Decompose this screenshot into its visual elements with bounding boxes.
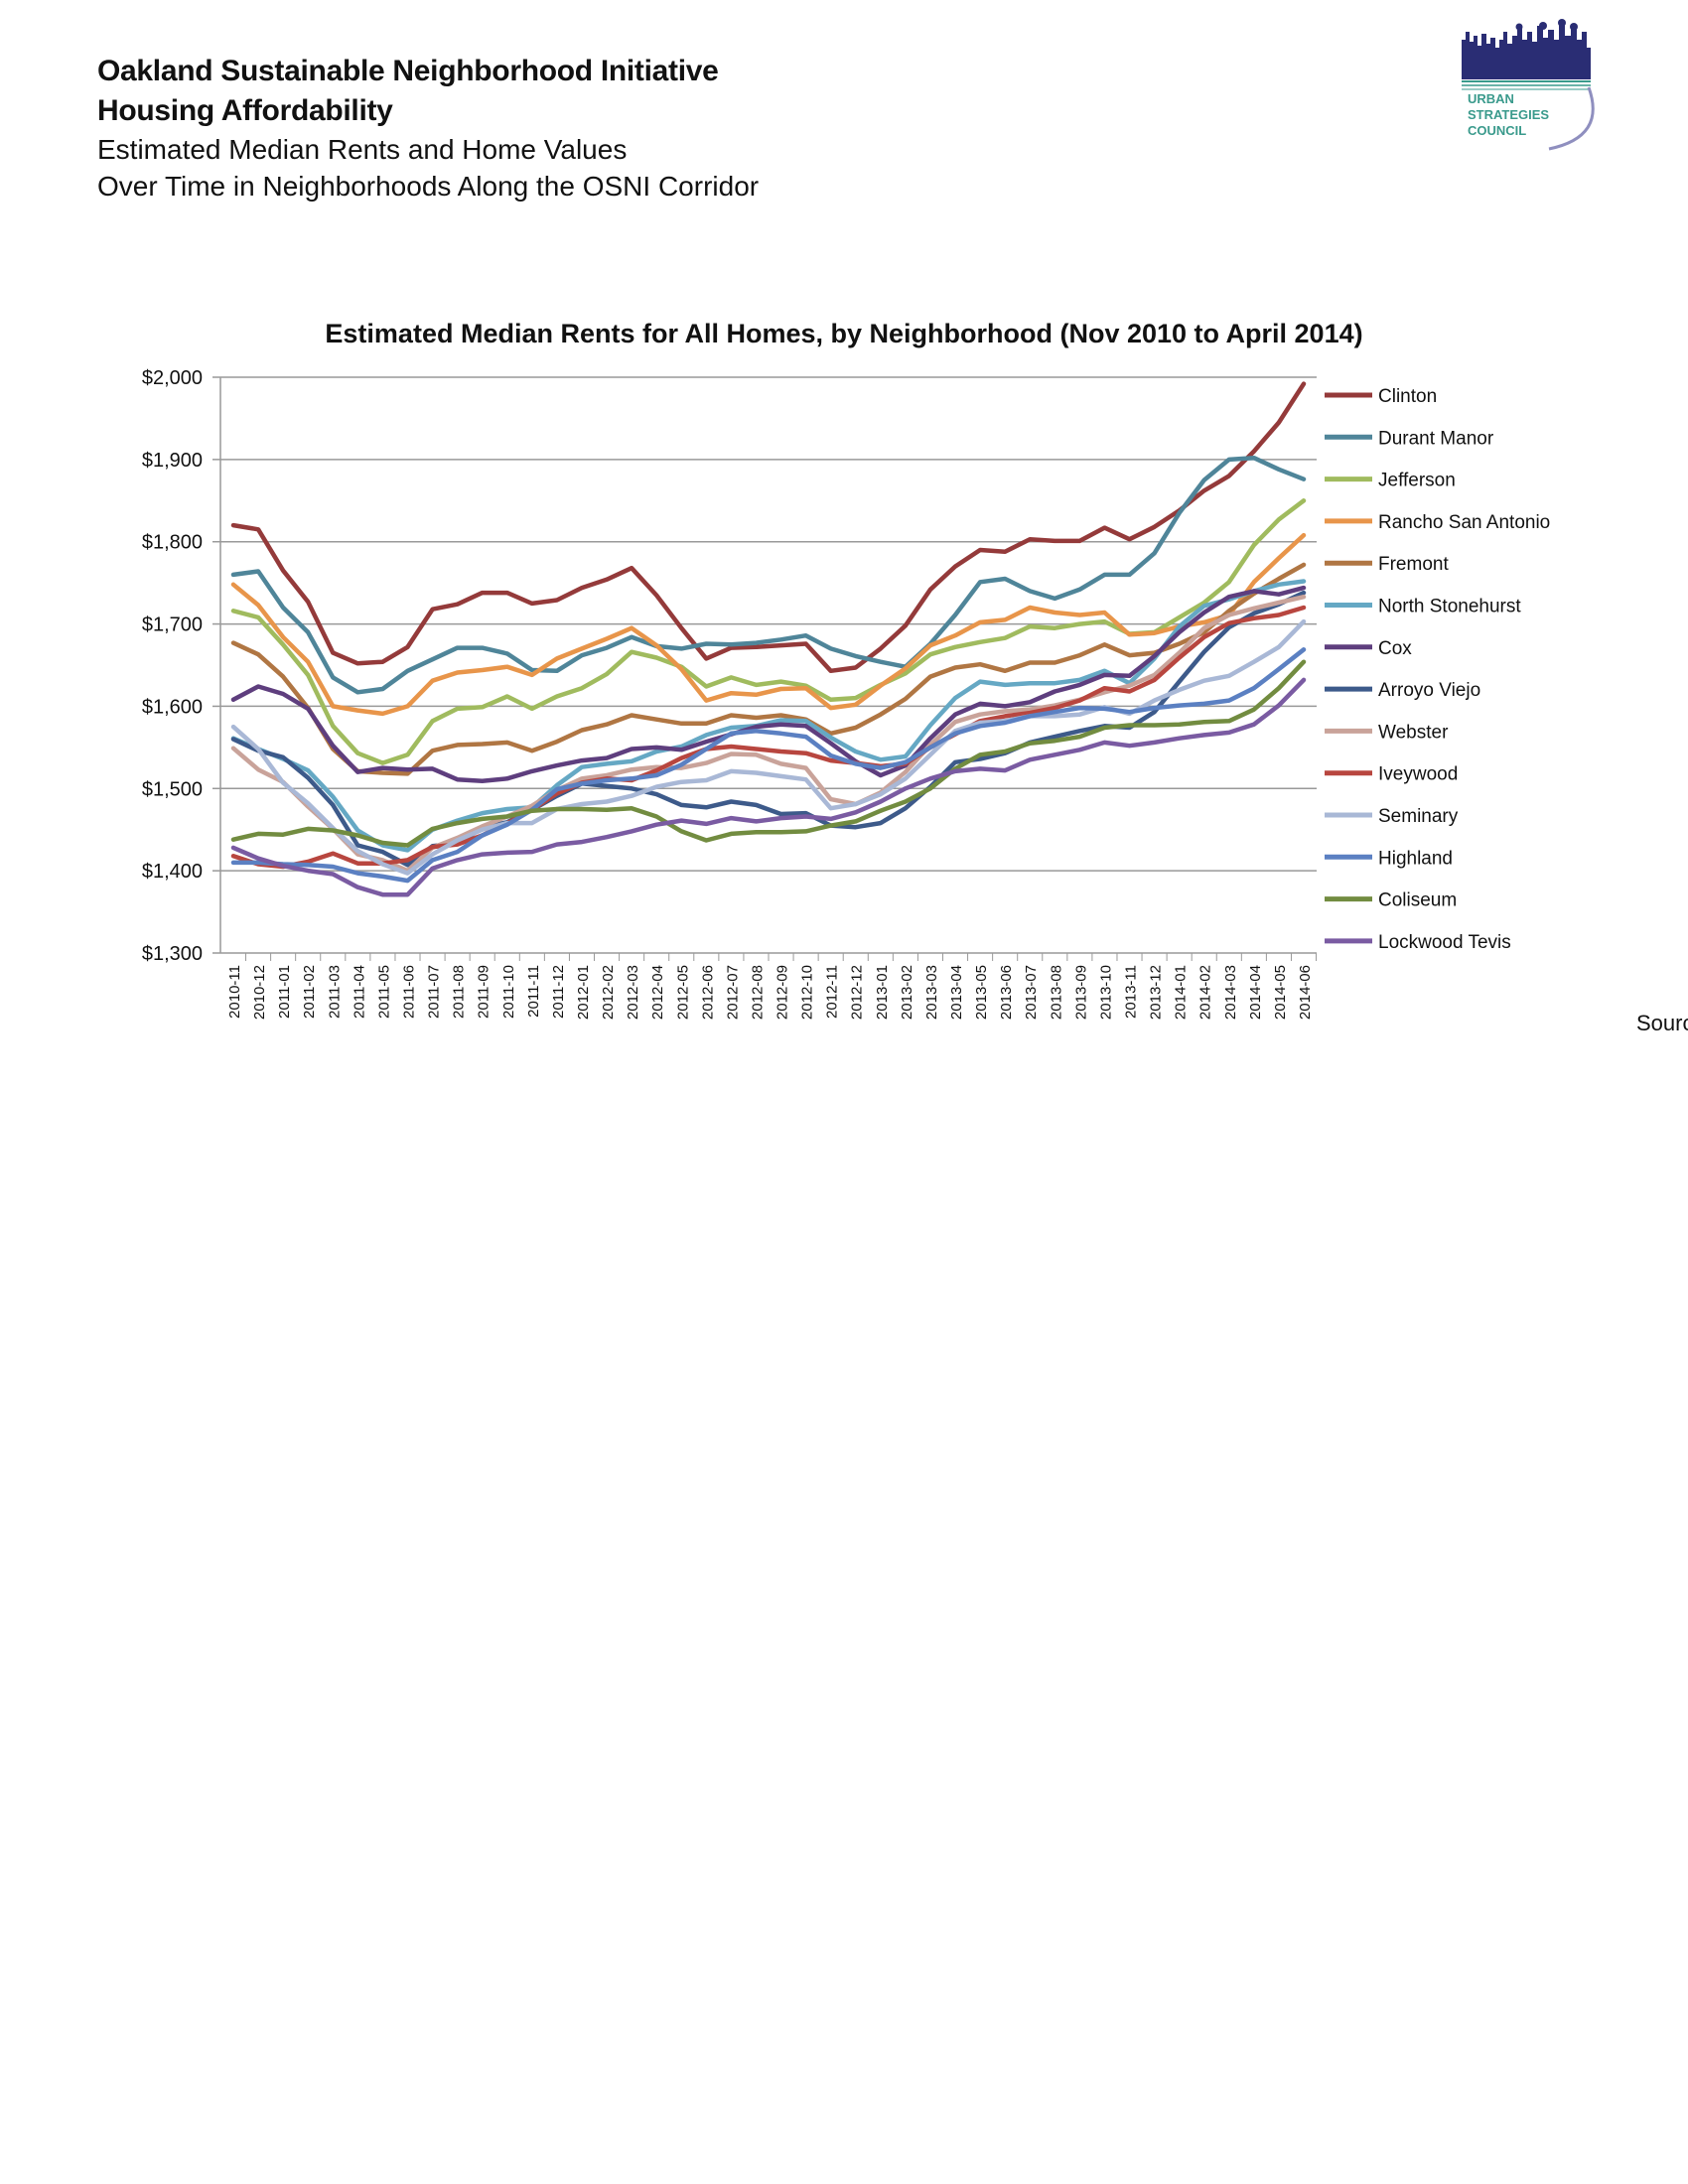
x-tick-label: 2011-05 [375,965,392,1019]
x-tick-label: 2012-10 [799,965,816,1020]
x-tick-label: 2011-09 [476,965,492,1019]
x-tick-label: 2011-02 [301,965,318,1019]
series-line-north-stonehurst [230,579,1307,853]
skyline-silhouette [1462,24,1591,79]
page-description-line-2: Over Time in Neighborhoods Along the OSN… [97,171,760,202]
y-tick-label: $2,000 [142,367,203,389]
x-tick-label: 2012-08 [749,965,766,1020]
x-tick-label: 2014-01 [1173,965,1190,1020]
x-tick-label: 2012-06 [699,965,716,1020]
x-tick-label: 2011-06 [400,965,417,1019]
x-tick-label: 2014-05 [1272,965,1289,1020]
x-tick-label: 2013-02 [899,965,915,1020]
page-title: Oakland Sustainable Neighborhood Initiat… [97,55,719,87]
series-line-coliseum [230,659,1307,848]
logo-line-3: COUNCIL [1468,123,1526,138]
legend-label: Rancho San Antonio [1378,512,1550,533]
series-line-clinton [230,381,1307,674]
x-tick-label: 2012-05 [674,965,691,1020]
chart-title: Estimated Median Rents for All Homes, by… [325,319,1362,348]
x-tick-label: 2011-01 [276,965,293,1019]
series-line-iveywood [230,605,1307,870]
x-tick-label: 2014-06 [1297,965,1314,1020]
x-tick-label: 2011-04 [351,965,367,1019]
x-tick-label: 2012-12 [849,965,866,1020]
legend-label: Coliseum [1378,890,1457,911]
y-tick-label: $1,900 [142,450,203,472]
page-header: Oakland Sustainable Neighborhood Initiat… [97,52,759,205]
y-tick-label: $1,800 [142,532,203,554]
x-tick-label: 2013-09 [1072,965,1089,1020]
x-tick-label: 2010-11 [226,965,243,1019]
x-tick-label: 2013-03 [923,965,940,1020]
legend: Clinton Durant Manor Jefferson Rancho San A… [1325,386,1550,953]
logo-line-1: URBAN [1468,91,1514,106]
x-tick-label: 2012-07 [724,965,741,1020]
x-tick-label: 2013-07 [1023,965,1040,1020]
legend-label: Arroyo Viejo [1378,680,1480,701]
x-tick-label: 2013-10 [1097,965,1114,1020]
x-tick-label: 2011-12 [550,965,567,1019]
x-tick-label: 2012-02 [600,965,617,1020]
x-tick-label: 2011-03 [326,965,343,1019]
x-axis: 2010-11 2010-12 2011-01 2011-02 2011-03 2011-… [226,953,1318,1020]
x-tick-label: 2012-11 [824,965,841,1019]
x-tick-label: 2011-08 [451,965,468,1019]
x-tick-label: 2012-01 [575,965,592,1020]
legend-label: Webster [1378,722,1449,743]
series-lines [230,381,1307,897]
legend-label: Seminary [1378,806,1459,827]
x-tick-label: 2011-10 [500,965,517,1019]
series-line-seminary [230,618,1307,876]
rent-line-chart: Estimated Median Rents for All Homes, by… [142,319,1550,1020]
legend-label: Lockwood Tevis [1378,932,1511,953]
x-tick-label: 2013-08 [1048,965,1064,1020]
series-line-cox [230,585,1307,784]
x-tick-label: 2013-06 [998,965,1015,1020]
legend-label: North Stonehurst [1378,597,1521,617]
x-tick-label: 2013-01 [874,965,891,1020]
series-line-lockwood-tevis [230,677,1307,897]
x-tick-label: 2012-04 [649,965,666,1020]
legend-label: Iveywood [1378,764,1458,785]
x-tick-label: 2013-05 [973,965,990,1020]
legend-label: Jefferson [1378,471,1456,491]
x-tick-label: 2013-12 [1148,965,1165,1020]
legend-label: Cox [1378,638,1412,659]
page-description-line-1: Estimated Median Rents and Home Values [97,134,628,165]
y-tick-label: $1,600 [142,696,203,718]
x-tick-label: 2011-07 [426,965,443,1019]
x-tick-label: 2013-04 [948,965,965,1020]
x-tick-label: 2014-04 [1247,965,1264,1020]
x-tick-label: 2013-11 [1123,965,1140,1019]
series-line-rancho-san-antonio [230,532,1307,717]
x-tick-label: 2014-02 [1197,965,1214,1020]
y-tick-label: $1,700 [142,614,203,636]
x-tick-label: 2014-03 [1222,965,1239,1020]
x-tick-label: 2011-11 [525,965,542,1018]
legend-label: Clinton [1378,386,1437,407]
x-tick-label: 2012-03 [625,965,641,1020]
series-line-durant-manor [230,455,1307,695]
legend-label: Highland [1378,848,1453,869]
y-axis: $1,300 $1,400 $1,500 $1,600 $1,700 $1,800 $1,9… [142,367,221,965]
x-tick-label: 2012-09 [774,965,791,1020]
y-tick-label: $1,400 [142,861,203,883]
series-line-webster [230,594,1307,874]
y-tick-label: $1,300 [142,943,203,965]
series-line-highland [230,647,1307,884]
x-tick-label: 2010-12 [251,965,268,1020]
legend-label: Durant Manor [1378,428,1494,449]
legend-label: Fremont [1378,554,1449,575]
page-subtitle: Housing Affordability [97,94,393,127]
logo-line-2: STRATEGIES [1468,107,1549,122]
source-label: Sourc [1636,1011,1688,1035]
y-tick-label: $1,500 [142,778,203,800]
urban-strategies-council-logo: URBAN STRATEGIES COUNCIL [1462,19,1595,151]
